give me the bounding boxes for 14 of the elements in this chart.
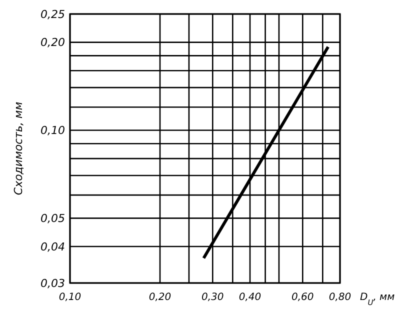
y-tick-label: 0,20 [40,36,65,50]
x-tick-label: 0,60 [292,292,314,303]
y-tick-label: 0,25 [40,8,65,21]
x-tick-label: 0,20 [148,292,172,303]
y-axis-title: Сходимость, мм [12,102,25,196]
y-tick-label: 0,05 [40,212,65,226]
y-tick-label: 0,04 [40,240,65,254]
x-tick-label: 0,40 [238,292,262,303]
x-tick-label: 0,10 [58,292,82,303]
x-axis-title: D$_{U}$, мм [360,292,396,306]
x-tick-label: 0,80 [328,292,352,303]
y-tick-label: 0,03 [40,276,65,290]
y-tick-label: 0,10 [40,124,65,138]
x-tick-label: 0,30 [202,292,224,303]
